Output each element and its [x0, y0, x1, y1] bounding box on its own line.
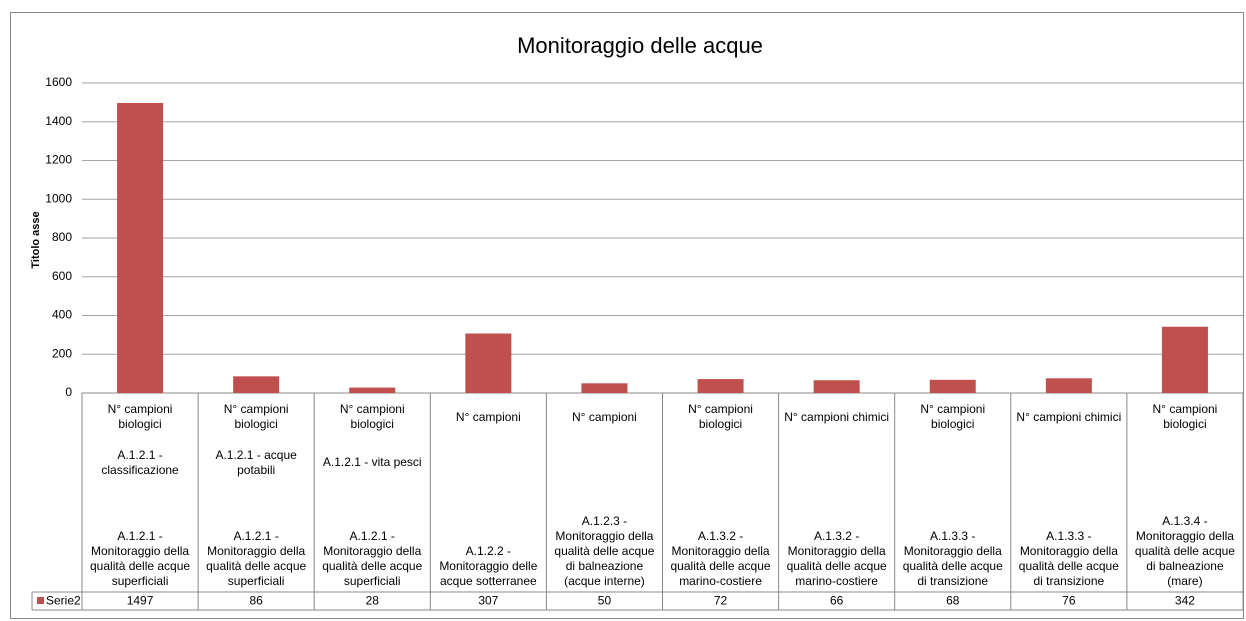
category-level-1: N° campioni biologici: [339, 402, 405, 431]
table-value: 68: [946, 594, 960, 608]
category-level-3: A.1.2.2 - Monitoraggio delle acque sotte…: [439, 544, 538, 588]
category-level-1: N° campioni biologici: [1152, 402, 1218, 431]
category-level-2: A.1.2.1 - acque potabili: [215, 447, 297, 477]
y-tick-label: 600: [52, 269, 72, 283]
bar: [117, 102, 164, 394]
table-value: 86: [249, 594, 263, 608]
table-value: 342: [1175, 594, 1195, 608]
y-axis-label: Titolo asse: [30, 211, 42, 268]
y-tick-label: 1400: [45, 114, 72, 128]
bar: [697, 379, 744, 393]
category-level-3: A.1.2.3 - Monitoraggio della qualità del…: [554, 514, 655, 588]
bar: [465, 333, 512, 393]
category-level-1: N° campioni: [572, 409, 637, 424]
table-value: 1497: [127, 594, 154, 608]
category-level-1: N° campioni biologici: [107, 402, 173, 431]
category-level-1: N° campioni biologici: [688, 402, 753, 431]
category-level-3: A.1.3.3 - Monitoraggio della qualità del…: [1018, 529, 1119, 588]
y-tick-label: 0: [65, 385, 72, 399]
bar: [813, 380, 860, 393]
legend-key: [37, 597, 44, 604]
category-level-3: A.1.3.2 - Monitoraggio della qualità del…: [786, 529, 887, 588]
y-tick-label: 800: [52, 230, 72, 244]
y-tick-label: 1000: [45, 191, 72, 205]
category-level-1: N° campioni biologici: [223, 402, 289, 431]
y-tick-label: 200: [52, 346, 72, 360]
category-level-3: A.1.2.1 - Monitoraggio della qualità del…: [90, 529, 191, 588]
category-level-2: A.1.2.1 - classificazione: [101, 447, 179, 477]
category-level-1: N° campioni: [455, 409, 521, 424]
table-value: 72: [714, 594, 728, 608]
bar: [1161, 326, 1208, 393]
legend-label: Serie2: [46, 594, 81, 608]
bar: [233, 376, 280, 393]
category-level-3: A.1.3.4 - Monitoraggio della qualità del…: [1134, 514, 1235, 588]
bar: [929, 379, 976, 393]
table-value: 76: [1062, 594, 1076, 608]
category-level-3: A.1.2.1 - Monitoraggio della qualità del…: [322, 529, 423, 588]
y-tick-label: 400: [52, 308, 72, 322]
category-level-3: A.1.2.1 - Monitoraggio della qualità del…: [206, 529, 307, 588]
y-tick-label: 1200: [45, 153, 72, 167]
bar: [349, 387, 396, 393]
table-value: 28: [366, 594, 380, 608]
y-tick-label: 1600: [45, 75, 72, 89]
category-level-1: N° campioni biologici: [920, 402, 986, 431]
category-level-1: N° campioni chimici: [1016, 409, 1122, 424]
category-level-3: A.1.3.2 - Monitoraggio della qualità del…: [670, 529, 771, 588]
chart-title: Monitoraggio delle acque: [517, 33, 763, 58]
table-value: 66: [830, 594, 844, 608]
table-value: 307: [478, 594, 498, 608]
category-level-3: A.1.3.3 - Monitoraggio della qualità del…: [902, 529, 1003, 588]
bar: [581, 383, 628, 393]
category-level-1: N° campioni chimici: [784, 409, 890, 424]
table-value: 50: [598, 594, 612, 608]
bar: [1045, 378, 1092, 393]
category-level-2: A.1.2.1 - vita pesci: [322, 455, 422, 469]
